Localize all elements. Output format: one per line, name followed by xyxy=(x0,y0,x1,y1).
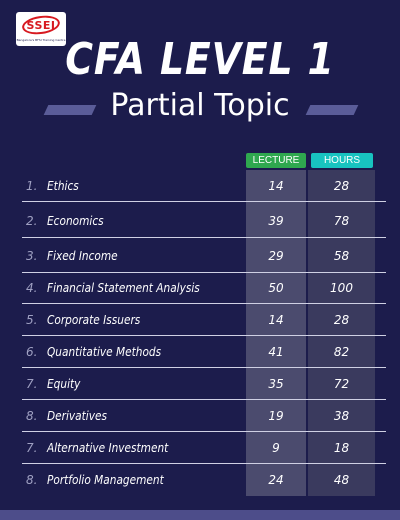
table-row: 6. Quantitative Methods 41 82 xyxy=(22,336,386,368)
table-row: 1. Ethics 14 28 xyxy=(22,170,386,202)
lecture-column-background xyxy=(246,170,306,496)
hours-count: 82 xyxy=(333,345,350,359)
hours-column-background xyxy=(308,170,375,496)
topic-name: Economics xyxy=(47,214,104,228)
hours-count: 78 xyxy=(333,214,350,228)
row-divider xyxy=(22,431,386,432)
hours-count: 38 xyxy=(333,409,350,423)
topic-name: Equity xyxy=(47,377,81,391)
logo-tagline: Bangalore's BFSI Training Centre xyxy=(16,38,66,42)
hours-count: 18 xyxy=(333,441,350,455)
table-row: 2. Economics 39 78 xyxy=(22,205,386,237)
hours-column-header: HOURS xyxy=(311,153,373,168)
hours-count: 58 xyxy=(333,249,350,263)
topic-name: Ethics xyxy=(47,179,79,193)
row-number: 7. xyxy=(26,377,38,391)
row-divider xyxy=(22,367,386,368)
row-number: 8. xyxy=(26,409,38,423)
lecture-count: 14 xyxy=(268,179,284,193)
row-divider xyxy=(22,237,386,238)
topic-name: Portfolio Management xyxy=(47,473,164,487)
topic-name: Financial Statement Analysis xyxy=(47,281,200,295)
row-number: 5. xyxy=(26,313,38,327)
lecture-count: 29 xyxy=(268,249,284,263)
lecture-count: 50 xyxy=(268,281,284,295)
lecture-count: 9 xyxy=(272,441,280,455)
subtitle-row: Partial Topic xyxy=(0,88,400,128)
hours-count: 28 xyxy=(333,179,350,193)
topic-name: Fixed Income xyxy=(47,249,118,263)
lecture-count: 39 xyxy=(268,214,284,228)
topic-name: Derivatives xyxy=(47,409,107,423)
row-number: 1. xyxy=(26,179,38,193)
row-divider xyxy=(22,272,386,273)
table-row: 4. Financial Statement Analysis 50 100 xyxy=(22,272,386,304)
hours-count: 72 xyxy=(333,377,350,391)
lecture-count: 19 xyxy=(268,409,284,423)
lecture-count: 14 xyxy=(268,313,284,327)
row-divider xyxy=(22,303,386,304)
logo-text: SSEI xyxy=(26,19,56,32)
table-row: 7. Alternative Investment 9 18 xyxy=(22,432,386,464)
hours-count: 28 xyxy=(333,313,350,327)
row-number: 4. xyxy=(26,281,38,295)
row-divider xyxy=(22,463,386,464)
table-row: 8. Portfolio Management 24 48 xyxy=(22,464,386,496)
row-number: 2. xyxy=(26,214,38,228)
lecture-count: 24 xyxy=(268,473,284,487)
topic-name: Corporate Issuers xyxy=(47,313,141,327)
row-divider xyxy=(22,201,386,202)
topic-name: Quantitative Methods xyxy=(47,345,162,359)
table-row: 5. Corporate Issuers 14 28 xyxy=(22,304,386,336)
row-number: 8. xyxy=(26,473,38,487)
hours-count: 100 xyxy=(330,281,353,295)
row-number: 6. xyxy=(26,345,38,359)
table-row: 3. Fixed Income 29 58 xyxy=(22,240,386,272)
table-row: 8. Derivatives 19 38 xyxy=(22,400,386,432)
ssei-logo: SSEI Bangalore's BFSI Training Centre xyxy=(16,12,66,46)
lecture-count: 41 xyxy=(268,345,284,359)
row-divider xyxy=(22,335,386,336)
page-title: CFA LEVEL 1 xyxy=(65,34,335,85)
decorative-stripe-right xyxy=(305,105,359,115)
row-number: 7. xyxy=(26,441,38,455)
lecture-count: 35 xyxy=(268,377,284,391)
topic-name: Alternative Investment xyxy=(47,441,169,455)
hours-count: 48 xyxy=(333,473,350,487)
page-subtitle: Partial Topic xyxy=(110,88,290,123)
row-divider xyxy=(22,399,386,400)
table-row: 7. Equity 35 72 xyxy=(22,368,386,400)
lecture-column-header: LECTURE xyxy=(246,153,306,168)
footer-bar xyxy=(0,510,400,520)
row-number: 3. xyxy=(26,249,38,263)
